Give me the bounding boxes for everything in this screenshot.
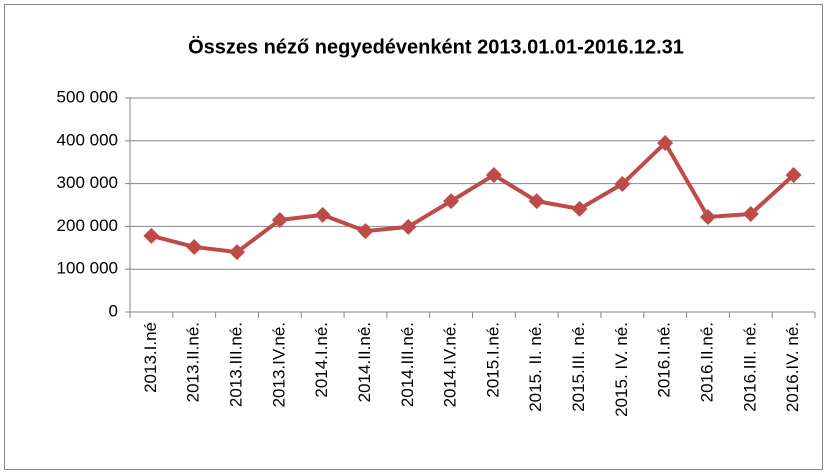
x-tick-label: 2014.I.né. bbox=[312, 322, 331, 398]
x-tick-label: 2013.I.né bbox=[141, 322, 160, 393]
y-tick-label: 100 000 bbox=[57, 259, 118, 278]
y-tick-label: 200 000 bbox=[57, 216, 118, 235]
data-marker bbox=[271, 211, 288, 228]
data-marker bbox=[143, 227, 160, 244]
data-marker bbox=[357, 223, 374, 240]
data-marker bbox=[699, 208, 716, 225]
data-marker bbox=[485, 167, 502, 184]
x-tick-label: 2014.IV.né. bbox=[441, 322, 460, 407]
x-tick-label: 2016.II.né. bbox=[697, 322, 716, 402]
x-tick-label: 2016.III. né. bbox=[740, 322, 759, 412]
data-marker bbox=[186, 238, 203, 255]
y-tick-label: 400 000 bbox=[57, 130, 118, 149]
y-tick-label: 0 bbox=[109, 301, 118, 320]
chart-title: Összes néző negyedévenként 2013.01.01-20… bbox=[188, 35, 684, 58]
x-tick-label: 2015. IV. né. bbox=[612, 322, 631, 417]
x-tick-label: 2014.II.né. bbox=[355, 322, 374, 402]
data-marker bbox=[229, 244, 246, 261]
x-tick-label: 2013.II.né. bbox=[184, 322, 203, 402]
x-tick-label: 2015.III. né. bbox=[569, 322, 588, 412]
data-marker bbox=[657, 134, 674, 151]
data-line bbox=[150, 140, 795, 255]
data-marker bbox=[528, 193, 545, 210]
x-tick-label: 2016.I.né. bbox=[655, 322, 674, 398]
x-tick-label: 2015.I.né. bbox=[483, 322, 502, 398]
data-marker bbox=[314, 206, 331, 223]
data-marker bbox=[443, 193, 460, 210]
x-tick-label: 2013.IV.né. bbox=[269, 322, 288, 407]
x-tick-label: 2016.IV. né. bbox=[783, 322, 802, 412]
x-tick-label: 2015. II. né. bbox=[526, 322, 545, 412]
data-marker bbox=[400, 218, 417, 235]
y-tick-label: 500 000 bbox=[57, 87, 118, 106]
data-marker bbox=[614, 176, 631, 193]
data-marker bbox=[742, 205, 759, 222]
y-tick-label: 300 000 bbox=[57, 173, 118, 192]
data-marker bbox=[785, 167, 802, 184]
chart-border bbox=[4, 4, 823, 470]
x-tick-label: 2014.III.né. bbox=[398, 322, 417, 407]
x-tick-label: 2013.III.né. bbox=[227, 322, 246, 407]
data-marker bbox=[571, 200, 588, 217]
